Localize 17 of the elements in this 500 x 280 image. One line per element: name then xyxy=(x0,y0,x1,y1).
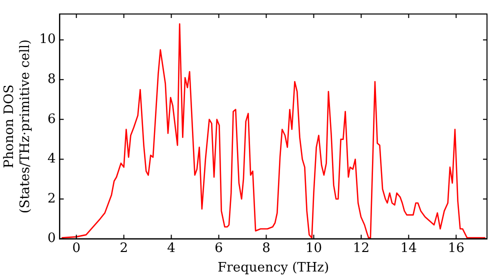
x-tick-label: 16 xyxy=(448,240,464,256)
y-axis-title: Phonon DOS (States/THz·primitive cell) xyxy=(2,39,33,214)
x-tick-label: 10 xyxy=(305,240,322,256)
x-tick-label: 12 xyxy=(352,240,370,256)
y-tick-label: 6 xyxy=(47,112,56,127)
x-tick-label: 6 xyxy=(214,240,223,256)
y-tick-label: 8 xyxy=(47,72,56,88)
y-tick-label: 10 xyxy=(39,32,56,48)
x-tick-label: 2 xyxy=(120,240,128,256)
x-tick-label: 0 xyxy=(72,240,80,256)
x-axis-title: Frequency (THz) xyxy=(218,260,330,276)
x-tick-label: 4 xyxy=(167,240,176,256)
y-tick-label: 2 xyxy=(47,191,56,206)
y-tick-label: 0 xyxy=(47,231,56,246)
x-tick-label: 14 xyxy=(400,240,417,256)
y-tick-label: 4 xyxy=(47,152,56,167)
x-tick-label: 8 xyxy=(262,240,270,256)
